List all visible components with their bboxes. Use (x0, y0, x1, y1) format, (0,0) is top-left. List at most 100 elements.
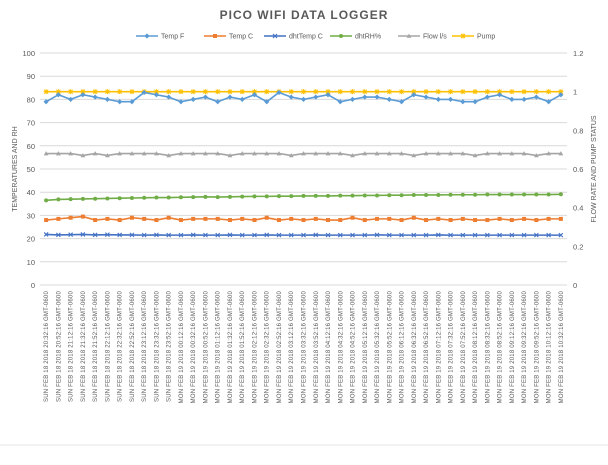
x-tick-label: MON FEB 19 2018 07:12:16 GMT-0600 (436, 291, 442, 404)
data-point (411, 215, 416, 220)
y-left-tick-label: 60 (27, 142, 35, 151)
data-point (178, 89, 184, 95)
x-tick-label: MON FEB 19 2018 04:32:16 GMT-0600 (338, 291, 344, 404)
data-point (362, 232, 368, 238)
data-point (436, 192, 441, 197)
data-point (55, 92, 61, 98)
data-point (375, 216, 380, 221)
data-point (386, 232, 392, 238)
data-point (337, 151, 343, 156)
data-point (435, 232, 441, 238)
x-tick-label: MON FEB 19 2018 08:12:16 GMT-0600 (473, 291, 479, 404)
y-left-tick-label: 100 (22, 49, 35, 58)
data-point (80, 153, 86, 158)
data-point (276, 151, 282, 156)
data-point (43, 89, 49, 95)
y-left-tick-label: 40 (27, 188, 35, 197)
data-point (497, 192, 502, 197)
data-point (484, 89, 490, 95)
data-point (80, 232, 86, 237)
data-point (423, 232, 429, 238)
data-point (386, 96, 392, 102)
y-right-tick-label: 0.8 (573, 126, 583, 135)
data-point (313, 216, 318, 221)
data-point (546, 232, 552, 238)
legend-label: Flow l/s (423, 34, 447, 41)
data-point (460, 192, 465, 197)
data-point (386, 89, 392, 95)
data-point (558, 232, 564, 238)
data-point (239, 151, 245, 156)
data-point (264, 89, 270, 95)
data-point (350, 232, 355, 238)
data-point (68, 197, 73, 202)
series-dhttemp-c (43, 232, 564, 238)
x-tick-label: SUN FEB 18 2018 20:32:16 GMT-0600 (44, 291, 50, 402)
series-layer (43, 89, 564, 238)
data-point (240, 194, 245, 199)
data-point (68, 232, 74, 238)
x-tick-label: SUN FEB 18 2018 21:52:16 GMT-0600 (93, 291, 99, 402)
data-point (68, 215, 73, 220)
data-point (435, 96, 441, 102)
data-point (374, 151, 380, 156)
data-point (350, 193, 355, 198)
x-tick-label: SUN FEB 18 2018 23:52:16 GMT-0600 (167, 291, 173, 402)
data-point (374, 94, 380, 100)
data-point (129, 151, 135, 156)
data-point (202, 94, 209, 100)
data-point (68, 89, 74, 95)
data-point (546, 89, 552, 95)
data-point (313, 94, 319, 100)
data-point (447, 96, 454, 102)
data-point (387, 216, 392, 221)
data-point (387, 193, 392, 198)
y-left-tick-label: 70 (27, 119, 35, 128)
data-point (424, 218, 429, 223)
data-point (338, 218, 343, 223)
data-point (374, 89, 380, 95)
y-left-tick-label: 0 (31, 281, 35, 290)
data-point (202, 89, 208, 95)
data-point (460, 232, 466, 238)
data-point (215, 99, 221, 105)
x-tick-label: MON FEB 19 2018 06:32:16 GMT-0600 (412, 291, 418, 404)
legend-marker (339, 34, 343, 38)
data-point (252, 194, 257, 199)
data-point (166, 153, 172, 158)
data-point (484, 151, 490, 156)
data-point (472, 232, 478, 238)
y-left-tick-label: 30 (27, 211, 35, 220)
data-point (509, 192, 514, 197)
legend-item: dhtTemp C (264, 34, 323, 41)
x-tick-label: MON FEB 19 2018 05:32:16 GMT-0600 (375, 291, 381, 404)
data-point (522, 192, 527, 197)
y-right-tick-label: 0 (573, 281, 577, 290)
data-point (313, 89, 319, 95)
data-point (301, 151, 306, 156)
data-point (497, 151, 502, 156)
data-point (178, 195, 183, 200)
data-point (227, 94, 233, 100)
data-point (190, 151, 196, 156)
x-tick-label: SUN FEB 18 2018 22:12:16 GMT-0600 (105, 291, 111, 402)
data-point (92, 89, 98, 95)
data-point (301, 193, 306, 198)
data-point (141, 232, 147, 238)
y-axis-right: 0 0.2 0.4 0.6 0.8 1 1.2 (573, 49, 583, 290)
data-point (117, 151, 123, 156)
data-point (460, 89, 466, 95)
x-tick-label: MON FEB 19 2018 02:32:16 GMT-0600 (265, 291, 271, 404)
y-right-tick-label: 0.4 (573, 204, 583, 213)
data-point (338, 193, 343, 198)
data-point (533, 153, 539, 158)
data-point (178, 99, 184, 105)
data-point (558, 216, 563, 221)
x-tick-label: MON FEB 19 2018 01:12:16 GMT-0600 (216, 291, 222, 404)
data-point (43, 99, 49, 105)
data-point (424, 192, 429, 197)
chart-legend: Temp F Temp C dhtTemp C dhtRH% Flow l/s Pump (136, 33, 495, 41)
data-point (117, 232, 123, 238)
y-left-tick-label: 80 (27, 95, 35, 104)
